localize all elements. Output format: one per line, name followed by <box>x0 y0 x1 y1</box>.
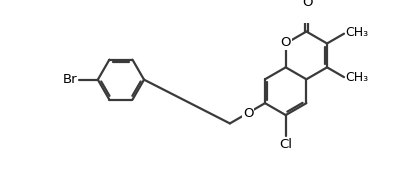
Text: CH₃: CH₃ <box>346 71 369 84</box>
Text: CH₃: CH₃ <box>346 26 369 40</box>
Text: Cl: Cl <box>279 138 292 151</box>
Text: O: O <box>243 107 254 120</box>
Text: O: O <box>302 0 312 9</box>
Text: Br: Br <box>63 73 77 86</box>
Text: O: O <box>281 36 291 49</box>
